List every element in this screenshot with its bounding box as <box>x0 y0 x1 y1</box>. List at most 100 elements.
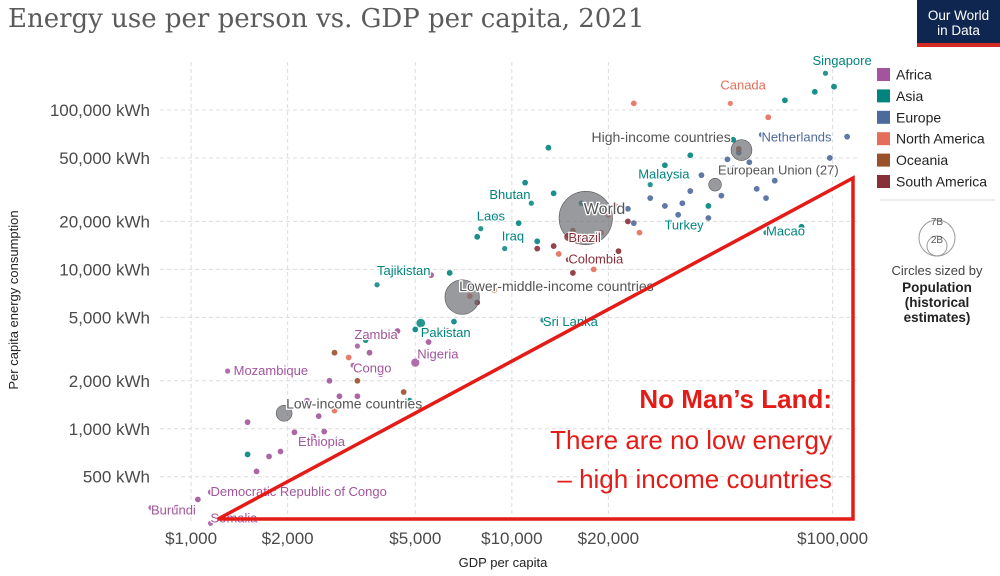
country-point[interactable] <box>298 435 304 442</box>
country-point[interactable] <box>428 272 434 279</box>
country-point[interactable] <box>451 318 457 325</box>
aggregate-bubble[interactable] <box>730 139 753 161</box>
legend-swatch[interactable] <box>877 89 890 103</box>
country-bubble[interactable] <box>528 200 535 207</box>
country-point[interactable] <box>377 371 384 378</box>
country-point[interactable] <box>746 159 753 166</box>
legend-label[interactable]: Oceania <box>896 152 948 168</box>
country-point[interactable] <box>624 205 631 212</box>
country-bubble[interactable] <box>410 358 420 368</box>
country-point[interactable] <box>406 397 413 404</box>
country-point[interactable] <box>730 136 737 143</box>
country-bubble[interactable] <box>666 218 673 225</box>
country-point[interactable] <box>291 429 298 436</box>
country-point[interactable] <box>345 354 352 361</box>
country-point[interactable] <box>412 326 419 333</box>
country-point[interactable] <box>724 156 731 163</box>
country-point[interactable] <box>844 133 851 140</box>
country-point[interactable] <box>253 468 260 475</box>
country-bubble[interactable] <box>415 318 426 328</box>
country-bubble[interactable] <box>477 225 484 232</box>
country-point[interactable] <box>781 97 788 104</box>
country-point[interactable] <box>244 419 251 426</box>
country-bubble[interactable] <box>822 70 829 77</box>
country-bubble[interactable] <box>565 256 572 263</box>
country-point[interactable] <box>315 413 322 420</box>
country-point[interactable] <box>173 504 180 511</box>
country-point[interactable] <box>326 377 333 384</box>
country-bubble[interactable] <box>758 131 765 138</box>
country-point[interactable] <box>331 407 338 414</box>
country-point[interactable] <box>362 337 369 343</box>
country-point[interactable] <box>831 83 837 90</box>
country-point[interactable] <box>354 377 361 384</box>
country-bubble[interactable] <box>501 245 508 252</box>
country-point[interactable] <box>661 162 668 169</box>
legend-label[interactable]: North America <box>896 131 985 147</box>
country-point[interactable] <box>630 100 637 107</box>
country-point[interactable] <box>675 211 682 218</box>
legend-label[interactable]: Africa <box>896 67 932 83</box>
country-point[interactable] <box>661 203 668 209</box>
country-bubble[interactable] <box>647 181 654 188</box>
legend-label[interactable]: Asia <box>896 88 923 104</box>
country-point[interactable] <box>624 218 631 225</box>
country-point[interactable] <box>687 188 694 194</box>
country-point[interactable] <box>331 349 338 356</box>
legend-swatch[interactable] <box>877 153 890 167</box>
country-point[interactable] <box>718 192 725 199</box>
country-bubble[interactable] <box>354 343 361 350</box>
country-point[interactable] <box>277 448 284 455</box>
legend-swatch[interactable] <box>877 132 890 146</box>
country-point[interactable] <box>636 229 643 236</box>
country-point[interactable] <box>763 195 769 201</box>
country-point[interactable] <box>705 203 712 209</box>
aggregate-bubble[interactable] <box>275 405 293 422</box>
country-point[interactable] <box>630 220 637 227</box>
aggregate-bubble[interactable] <box>708 177 722 192</box>
country-point[interactable] <box>534 238 541 245</box>
country-point[interactable] <box>491 287 497 294</box>
country-bubble[interactable] <box>309 433 317 441</box>
country-bubble[interactable] <box>374 281 381 288</box>
country-point[interactable] <box>802 168 808 175</box>
country-point[interactable] <box>555 251 562 257</box>
country-point[interactable] <box>244 451 251 458</box>
country-bubble[interactable] <box>207 520 214 527</box>
country-bubble[interactable] <box>563 232 573 242</box>
legend-label[interactable]: Europe <box>896 109 941 125</box>
country-point[interactable] <box>400 389 407 395</box>
country-point[interactable] <box>336 393 343 400</box>
country-point[interactable] <box>425 339 432 345</box>
country-bubble[interactable] <box>727 100 734 107</box>
country-point[interactable] <box>394 328 401 334</box>
country-point[interactable] <box>384 333 391 340</box>
country-point[interactable] <box>515 220 522 227</box>
country-point[interactable] <box>730 165 737 172</box>
country-point[interactable] <box>811 88 818 95</box>
country-point[interactable] <box>698 172 705 179</box>
aggregate-bubble[interactable] <box>444 279 480 315</box>
country-point[interactable] <box>550 243 557 249</box>
country-point[interactable] <box>705 215 712 221</box>
country-point[interactable] <box>522 179 529 186</box>
legend-swatch[interactable] <box>877 175 890 188</box>
country-point[interactable] <box>612 203 619 209</box>
country-point[interactable] <box>615 248 622 255</box>
country-point[interactable] <box>679 200 686 207</box>
legend-swatch[interactable] <box>877 68 890 81</box>
country-point[interactable] <box>545 144 552 151</box>
country-point[interactable] <box>366 349 373 356</box>
country-bubble[interactable] <box>350 362 357 369</box>
country-point[interactable] <box>474 233 481 240</box>
country-point[interactable] <box>798 223 805 230</box>
country-point[interactable] <box>569 270 576 276</box>
legend-label[interactable]: South America <box>896 174 987 190</box>
country-point[interactable] <box>753 185 760 192</box>
country-point[interactable] <box>354 393 361 400</box>
country-bubble[interactable] <box>207 489 214 496</box>
country-point[interactable] <box>304 397 311 404</box>
country-point[interactable] <box>647 195 654 201</box>
country-point[interactable] <box>266 453 272 460</box>
owid-logo[interactable]: Our World in Data <box>917 0 1000 47</box>
